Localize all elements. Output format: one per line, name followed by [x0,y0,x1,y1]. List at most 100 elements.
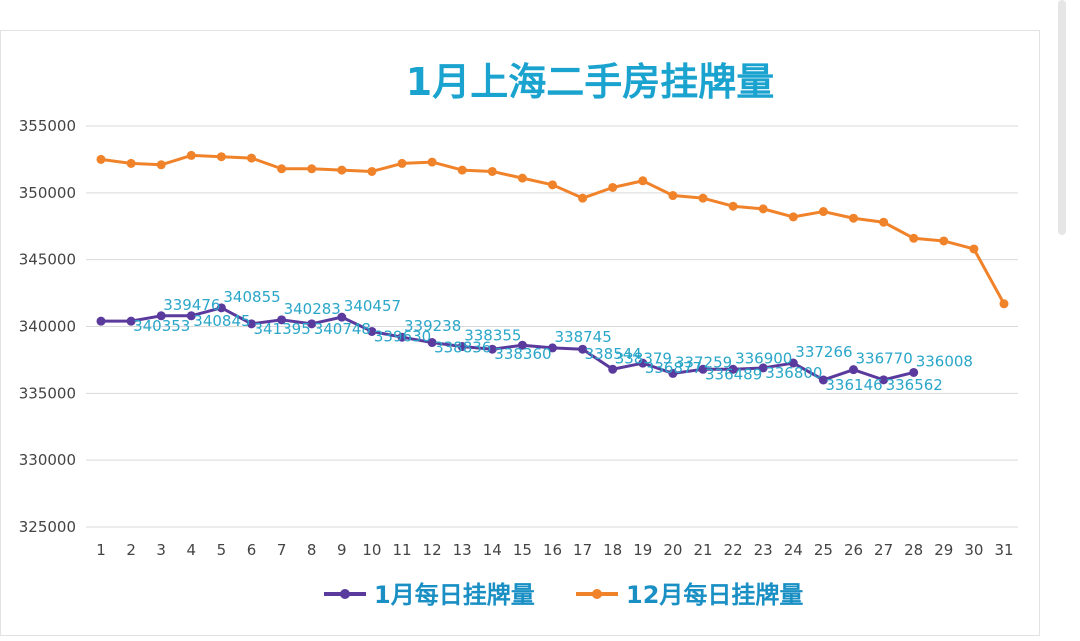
x-tick-label: 16 [543,541,562,559]
x-tick-label: 21 [693,541,712,559]
data-point [307,164,317,174]
data-label: 336770 [856,350,913,368]
data-point [517,340,527,350]
data-point [517,173,527,183]
x-axis-labels: 1 2 3 4 5 6 7 8 9 10 11 12 13 14 15 16 17 18 19 20 21 22 23 24 2… [96,541,1013,559]
y-tick-label: 330000 [19,451,76,469]
data-point [548,180,557,190]
data-label: 336008 [916,352,973,370]
x-tick-label: 25 [814,541,833,559]
y-tick-label: 335000 [19,384,76,402]
data-label: 336562 [886,376,943,394]
data-label: 336877 [645,359,702,377]
legend-marker-jan [340,589,350,599]
data-point [638,358,648,368]
data-point [578,193,588,203]
data-point [397,158,407,168]
x-tick-label: 15 [513,541,532,559]
data-label: 340457 [344,297,401,315]
y-tick-label: 340000 [19,318,76,336]
data-point [578,344,588,354]
y-tick-label: 355000 [19,117,76,135]
data-point [608,182,618,192]
y-tick-label: 350000 [19,184,76,202]
data-point [126,158,136,168]
data-point [909,367,919,377]
data-label: 338355 [464,327,521,345]
data-point [337,165,347,175]
x-tick-label: 31 [994,541,1013,559]
data-point [698,193,708,203]
data-point [277,164,287,174]
x-tick-label: 27 [874,541,893,559]
data-point [969,244,979,254]
data-point [427,338,437,348]
data-point [156,160,166,170]
data-point [879,375,889,385]
data-point [849,365,858,375]
data-label: 339630 [374,327,431,345]
data-point [186,311,196,321]
data-label: 340283 [284,300,341,318]
x-tick-label: 20 [663,541,682,559]
data-point [247,319,256,329]
x-tick-label: 9 [337,541,347,559]
x-tick-label: 13 [453,541,472,559]
data-label: 340748 [314,320,371,338]
x-tick-label: 17 [573,541,592,559]
x-tick-label: 19 [633,541,652,559]
data-point [487,166,497,176]
data-point [96,154,106,164]
x-tick-label: 28 [904,541,923,559]
data-label: 340845 [193,312,250,330]
data-label: 336900 [735,349,792,367]
data-point [397,332,407,342]
data-point [186,150,196,160]
x-tick-label: 6 [247,541,257,559]
y-axis-labels: 325000 330000 335000 340000 345000 350000 3550… [19,117,76,536]
data-point [909,233,919,243]
data-point [487,344,497,354]
data-label: 340855 [223,288,280,306]
data-point [939,236,949,246]
data-label: 338745 [555,328,612,346]
x-tick-label: 26 [844,541,863,559]
x-tick-label: 18 [603,541,622,559]
data-point [818,207,828,217]
data-point [126,316,136,326]
data-point [668,368,678,378]
data-point [457,165,467,175]
data-point [548,343,557,353]
x-tick-label: 4 [187,541,197,559]
series-layer [96,150,1009,385]
x-tick-label: 2 [126,541,136,559]
data-point [216,303,226,313]
legend: 1月每日挂牌量 12月每日挂牌量 [324,581,803,609]
data-label: 341395 [254,320,311,338]
legend-label-dec: 12月每日挂牌量 [626,581,803,609]
data-label: 336489 [705,365,762,383]
x-tick-label: 3 [156,541,166,559]
data-label: 340353 [133,317,190,335]
data-point [698,364,708,374]
x-tick-label: 7 [277,541,287,559]
data-label: 339238 [404,317,461,335]
x-tick-label: 12 [423,541,442,559]
x-tick-label: 23 [754,541,773,559]
scrollbar[interactable] [1058,0,1066,235]
data-point [367,326,377,336]
data-point [728,201,738,211]
data-point [216,152,226,162]
data-point [758,204,768,214]
series-line [100,153,1006,305]
data-point [427,157,437,167]
data-point [277,315,287,325]
data-label: 336800 [765,364,822,382]
data-label: 338379 [615,349,672,367]
data-label: 338544 [585,345,642,363]
x-tick-label: 1 [96,541,106,559]
data-point [668,191,678,201]
data-point [337,312,347,322]
